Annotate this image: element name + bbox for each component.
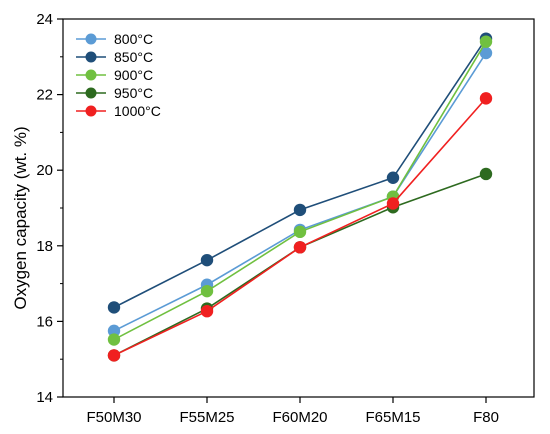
legend-label: 900°C — [114, 67, 153, 83]
axes: 14 16 18 20 22 24 F50M30 F55M25 F60M20 F65M15 F80 — [36, 11, 535, 426]
data-point — [107, 301, 121, 314]
data-point — [200, 284, 214, 298]
legend-marker — [85, 51, 97, 63]
series-line — [113, 41, 487, 341]
y-axis-title: Oxygen capacity (wt. %) — [11, 126, 30, 309]
legend-item: 1000°C — [76, 103, 161, 119]
series-line — [113, 38, 487, 309]
plot-area — [107, 32, 493, 362]
legend-marker — [85, 69, 97, 81]
legend-label: 800°C — [114, 31, 153, 47]
x-tick-label: F80 — [473, 409, 499, 426]
data-point — [107, 324, 121, 338]
legend: 800°C 850°C 900°C 950°C 1000°C — [76, 31, 161, 119]
y-tick-label: 14 — [36, 389, 53, 406]
x-tick-label: F60M20 — [272, 409, 327, 426]
data-point — [200, 253, 214, 267]
x-tick-label: F65M15 — [365, 409, 420, 426]
series-950°C — [107, 167, 493, 362]
legend-marker — [85, 87, 97, 99]
data-point — [293, 203, 307, 217]
data-point — [293, 241, 307, 254]
data-point — [386, 171, 400, 184]
x-tick-label: F50M30 — [86, 409, 141, 426]
data-point — [479, 167, 493, 181]
series-900°C — [107, 35, 493, 346]
data-point — [386, 197, 400, 210]
data-point — [479, 92, 493, 105]
y-tick-label: 20 — [36, 162, 53, 179]
data-point — [479, 35, 493, 48]
data-point — [479, 46, 493, 60]
legend-label: 850°C — [114, 49, 153, 65]
data-point — [200, 304, 214, 318]
series-850°C — [107, 32, 493, 314]
x-tick-label: F55M25 — [179, 409, 234, 426]
series-1000°C — [107, 92, 493, 362]
y-tick-label: 22 — [36, 87, 53, 104]
data-point — [107, 349, 121, 362]
y-tick-label: 16 — [36, 313, 53, 330]
series-line — [113, 52, 487, 332]
legend-marker — [85, 105, 97, 117]
legend-item: 900°C — [76, 67, 153, 83]
data-point — [107, 333, 121, 346]
legend-item: 850°C — [76, 49, 153, 65]
y-tick-label: 24 — [36, 11, 53, 28]
legend-item: 950°C — [76, 85, 153, 101]
y-tick-label: 18 — [36, 238, 53, 255]
legend-item: 800°C — [76, 31, 153, 47]
data-point — [293, 225, 307, 239]
legend-label: 950°C — [114, 85, 153, 101]
legend-marker — [85, 33, 97, 45]
legend-label: 1000°C — [114, 103, 161, 119]
